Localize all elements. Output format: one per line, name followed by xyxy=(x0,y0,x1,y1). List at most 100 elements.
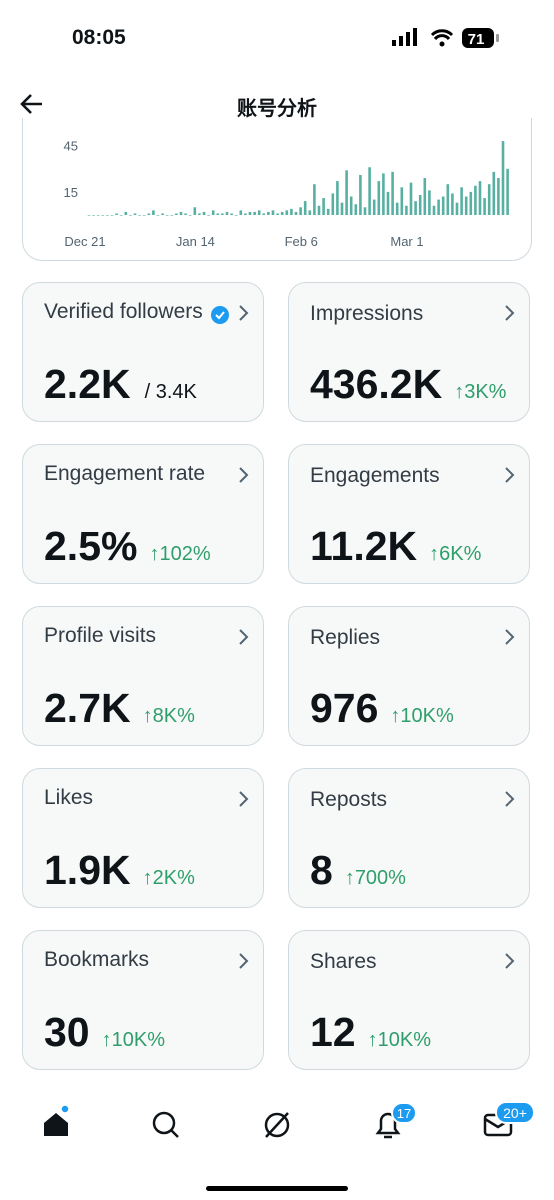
metric-value: 2.2K / 3.4K xyxy=(44,361,197,408)
metric-card[interactable]: Verified followers 2.2K / 3.4K xyxy=(22,282,264,422)
bar xyxy=(428,190,431,215)
home-icon[interactable] xyxy=(44,1113,68,1136)
bar xyxy=(124,211,128,215)
bar xyxy=(221,213,224,215)
home-indicator xyxy=(206,1186,348,1191)
bar xyxy=(106,215,109,216)
search-icon[interactable] xyxy=(152,1111,179,1138)
metric-card[interactable]: Likes 1.9K ↑2K% xyxy=(22,768,264,908)
bar xyxy=(326,208,330,215)
bar xyxy=(317,205,321,215)
chart-card: 15 45 Dec 21 Jan 14 Feb 6 Mar 1 xyxy=(22,118,532,261)
bar xyxy=(133,213,137,215)
bar xyxy=(451,193,454,215)
bar xyxy=(184,213,187,215)
bar xyxy=(478,181,482,215)
metric-change: ↑700% xyxy=(344,867,406,889)
bar xyxy=(313,184,316,215)
bar xyxy=(142,215,146,216)
bar xyxy=(501,141,505,215)
bar xyxy=(170,215,174,216)
x-tick-label: Feb 6 xyxy=(285,234,318,249)
bar xyxy=(441,196,445,215)
messages-icon[interactable]: 20+ xyxy=(483,1101,535,1137)
metric-label: Verified followers xyxy=(44,300,203,323)
metric-card[interactable]: Replies 976 ↑10K% xyxy=(288,606,530,746)
bar xyxy=(179,211,183,215)
chevron xyxy=(505,953,515,969)
bar xyxy=(372,199,376,215)
metric-number: 976 xyxy=(310,685,379,731)
metric-card[interactable]: Profile visits 2.7K ↑8K% xyxy=(22,606,264,746)
metric-number: 8 xyxy=(310,847,333,893)
bar xyxy=(487,184,491,215)
bar xyxy=(294,211,298,215)
bar xyxy=(267,211,270,215)
metric-number: 12 xyxy=(310,1009,356,1055)
bar xyxy=(474,185,477,215)
bar xyxy=(276,213,279,215)
bar xyxy=(418,194,422,215)
bar xyxy=(409,182,413,215)
bar xyxy=(354,204,358,215)
bar xyxy=(336,181,339,215)
metric-number: 2.2K xyxy=(44,361,131,407)
bar xyxy=(271,210,275,215)
bar xyxy=(303,201,307,215)
bar xyxy=(161,213,164,215)
bar xyxy=(423,178,427,215)
metric-label: Reposts xyxy=(310,788,388,811)
bar xyxy=(446,184,450,215)
chevron xyxy=(239,467,249,483)
bar xyxy=(87,215,91,216)
chart: 15 45 Dec 21 Jan 14 Feb 6 Mar 1 xyxy=(64,139,509,249)
notifications-icon[interactable]: 17 xyxy=(375,1102,417,1139)
bar xyxy=(198,213,201,215)
x-tick-label: Mar 1 xyxy=(390,234,423,249)
bar xyxy=(359,174,362,215)
bar xyxy=(248,211,252,215)
metric-card[interactable]: Impressions 436.2K ↑3K% xyxy=(288,282,530,422)
metric-change: ↑2K% xyxy=(142,867,195,889)
bar xyxy=(207,215,210,216)
bar xyxy=(382,173,385,215)
bar xyxy=(244,213,247,215)
grok-icon[interactable] xyxy=(264,1112,290,1138)
metric-number: 2.7K xyxy=(44,685,131,731)
bar xyxy=(216,213,220,215)
bar xyxy=(299,207,302,215)
metric-label: Engagement rate xyxy=(44,462,206,485)
metric-card[interactable]: Engagements 11.2K ↑6K% xyxy=(288,444,530,584)
bar xyxy=(129,215,132,216)
metric-card[interactable]: Reposts 8 ↑700% xyxy=(288,768,530,908)
bar xyxy=(234,215,238,216)
bar xyxy=(188,215,192,216)
metric-value: 2.7K ↑8K% xyxy=(44,685,195,732)
metric-number: 2.5% xyxy=(44,523,138,569)
metric-card[interactable]: Shares 12 ↑10K% xyxy=(288,930,530,1070)
metric-change: ↑10K% xyxy=(101,1029,165,1051)
bar xyxy=(257,210,261,215)
bar xyxy=(165,215,169,216)
bar xyxy=(497,178,500,215)
metric-card[interactable]: Engagement rate 2.5% ↑102% xyxy=(22,444,264,584)
bar xyxy=(239,210,243,215)
header-title: 账号分析 xyxy=(237,98,317,120)
bar xyxy=(469,191,473,215)
bar xyxy=(96,215,100,216)
metric-value: 436.2K ↑3K% xyxy=(310,361,506,408)
back-button[interactable] xyxy=(18,92,46,116)
battery: 71 xyxy=(468,31,485,48)
bar xyxy=(363,207,367,215)
bar xyxy=(115,213,118,215)
metric-change: ↑8K% xyxy=(142,705,195,727)
bar xyxy=(377,181,381,215)
metric-card[interactable]: Bookmarks 30 ↑10K% xyxy=(22,930,264,1070)
bar xyxy=(147,213,151,215)
bar xyxy=(101,215,105,216)
bar xyxy=(492,171,496,215)
metric-value: 12 ↑10K% xyxy=(310,1009,431,1056)
bar xyxy=(202,211,206,215)
metric-label: Shares xyxy=(310,950,377,973)
